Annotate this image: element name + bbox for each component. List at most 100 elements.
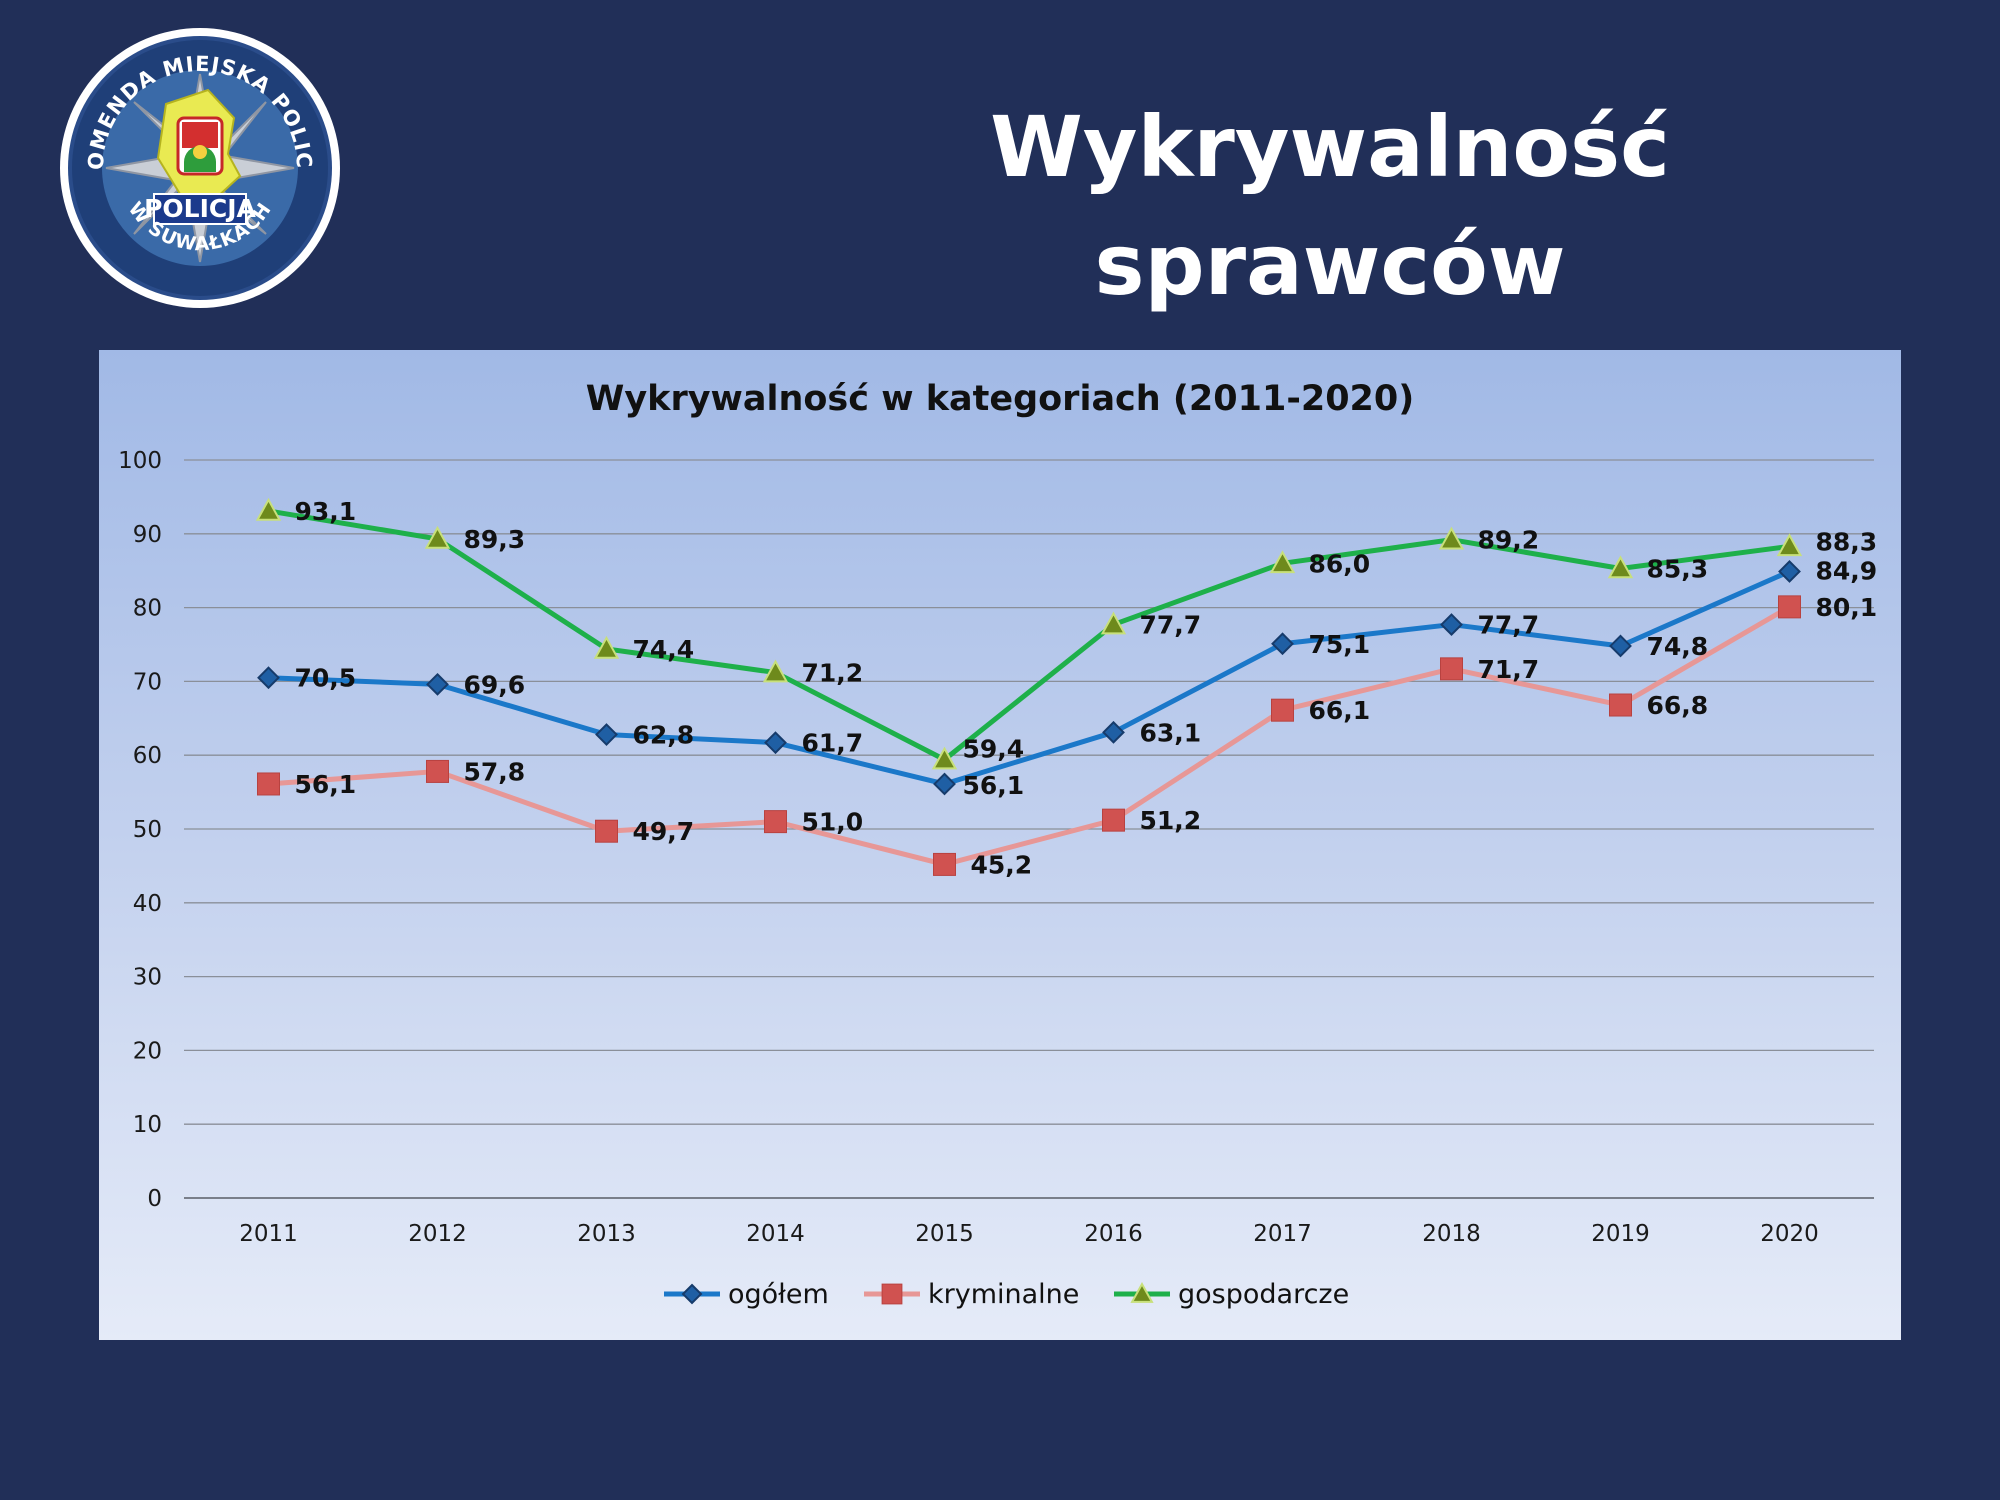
data-label: 89,3 [464, 525, 526, 554]
legend-item: gospodarcze [1114, 1279, 1349, 1310]
square-marker [595, 819, 618, 843]
diamond-marker [1271, 632, 1294, 656]
square-marker [426, 759, 449, 783]
triangle-marker [931, 746, 958, 770]
data-label: 62,8 [633, 721, 695, 750]
logo-center-text: POLICJA [144, 194, 256, 223]
triangle-marker [1607, 555, 1634, 579]
data-label: 59,4 [963, 735, 1025, 764]
data-label: 71,7 [1478, 655, 1540, 684]
square-marker [257, 772, 280, 796]
triangle-marker [1438, 526, 1465, 550]
triangle-marker [255, 497, 282, 521]
data-labels: 70,5 69,6 62,8 61,7 56,1 63,1 75,1 77,7 74,8 84,9… [295, 497, 1878, 880]
diamond-marker [1102, 720, 1125, 744]
data-label: 74,4 [633, 635, 695, 664]
y-axis: 0 10 20 30 40 50 60 70 80 90 100 [118, 448, 162, 1212]
square-marker [933, 852, 956, 876]
chart-series [255, 497, 1803, 876]
data-label: 56,1 [963, 771, 1025, 800]
square-marker [1271, 698, 1294, 722]
triangle-marker [1130, 1282, 1154, 1303]
legend-label: kryminalne [928, 1279, 1079, 1310]
data-label: 71,2 [802, 659, 864, 688]
square-marker [881, 1283, 903, 1305]
square-marker [1440, 657, 1463, 681]
x-tick-label: 2020 [1760, 1221, 1819, 1247]
data-label: 84,9 [1816, 556, 1878, 585]
triangle-marker [762, 659, 789, 683]
data-label: 57,8 [464, 757, 526, 786]
data-label: 69,6 [464, 670, 526, 699]
series-line-0 [268, 569, 1791, 787]
square-marker [1609, 693, 1632, 717]
data-label: 75,1 [1309, 630, 1371, 659]
slide-title-line-1: Wykrywalność sprawców [990, 98, 1670, 314]
y-tick-label: 30 [133, 965, 162, 991]
data-label: 63,1 [1140, 718, 1202, 747]
x-tick-label: 2014 [746, 1221, 805, 1247]
diamond-marker [595, 723, 618, 746]
chart-legend: ogółem kryminalne gospodarcze [664, 1279, 1349, 1310]
y-tick-label: 20 [133, 1038, 162, 1064]
data-label: 89,2 [1478, 526, 1540, 555]
legend-label: gospodarcze [1178, 1279, 1349, 1310]
chart-title: Wykrywalność w kategoriach (2011-2020) [586, 379, 1415, 419]
data-label: 66,8 [1647, 691, 1709, 720]
data-label: 74,8 [1647, 632, 1709, 661]
triangle-marker [424, 525, 451, 549]
x-tick-label: 2015 [915, 1221, 974, 1247]
series-line-1 [268, 604, 1791, 867]
y-tick-label: 10 [133, 1112, 162, 1138]
x-tick-label: 2019 [1591, 1221, 1650, 1247]
y-tick-label: 70 [133, 669, 162, 695]
legend-item: kryminalne [864, 1279, 1079, 1310]
diamond-marker [1778, 560, 1801, 583]
data-label: 70,5 [295, 664, 357, 693]
police-badge-logo: POLICJA KOMENDA MIEJSKA POLICJI W SUWAŁK… [58, 26, 340, 308]
y-tick-label: 100 [118, 448, 162, 474]
data-label: 66,1 [1309, 696, 1371, 725]
y-tick-label: 90 [133, 522, 162, 548]
data-label: 93,1 [295, 497, 357, 526]
square-marker [1778, 595, 1801, 619]
data-label: 61,7 [802, 729, 864, 758]
data-label: 77,7 [1140, 611, 1202, 640]
y-tick-label: 80 [133, 596, 162, 622]
line-chart: Wykrywalność w kategoriach (2011-2020) 0… [118, 379, 1878, 1310]
triangle-marker [1269, 550, 1296, 574]
diamond-marker [764, 731, 787, 755]
y-tick-label: 60 [133, 743, 162, 769]
data-label: 77,7 [1478, 611, 1540, 640]
x-tick-label: 2016 [1084, 1221, 1143, 1247]
chart-grid [184, 459, 1874, 1199]
data-label: 45,2 [971, 850, 1033, 879]
diamond-marker [933, 772, 956, 796]
data-label: 86,0 [1309, 549, 1371, 578]
y-tick-label: 40 [133, 891, 162, 917]
x-tick-label: 2018 [1422, 1221, 1481, 1247]
y-tick-label: 0 [147, 1186, 162, 1212]
triangle-marker [1100, 611, 1127, 635]
series-line-2 [268, 508, 1790, 763]
square-marker [1102, 808, 1125, 832]
square-marker [764, 810, 787, 834]
x-tick-label: 2013 [577, 1221, 636, 1247]
chart-panel: Wykrywalność w kategoriach (2011-2020) 0… [99, 350, 1901, 1340]
diamond-marker [1609, 634, 1632, 658]
diamond-marker [1440, 613, 1463, 636]
data-label: 80,1 [1816, 593, 1878, 622]
x-tick-label: 2011 [239, 1221, 298, 1247]
y-tick-label: 50 [133, 817, 162, 843]
diamond-marker [681, 1283, 703, 1305]
data-label: 49,7 [633, 817, 695, 846]
data-label: 85,3 [1647, 554, 1709, 583]
data-label: 51,0 [802, 808, 864, 837]
diamond-marker [257, 666, 280, 690]
x-tick-label: 2012 [408, 1221, 467, 1247]
triangle-marker [1776, 533, 1803, 557]
legend-label: ogółem [728, 1279, 829, 1310]
x-axis: 2011 2012 2013 2014 2015 2016 2017 2018 2019 2020 [239, 1221, 1819, 1247]
legend-item: ogółem [664, 1279, 829, 1310]
data-label: 51,2 [1140, 806, 1202, 835]
